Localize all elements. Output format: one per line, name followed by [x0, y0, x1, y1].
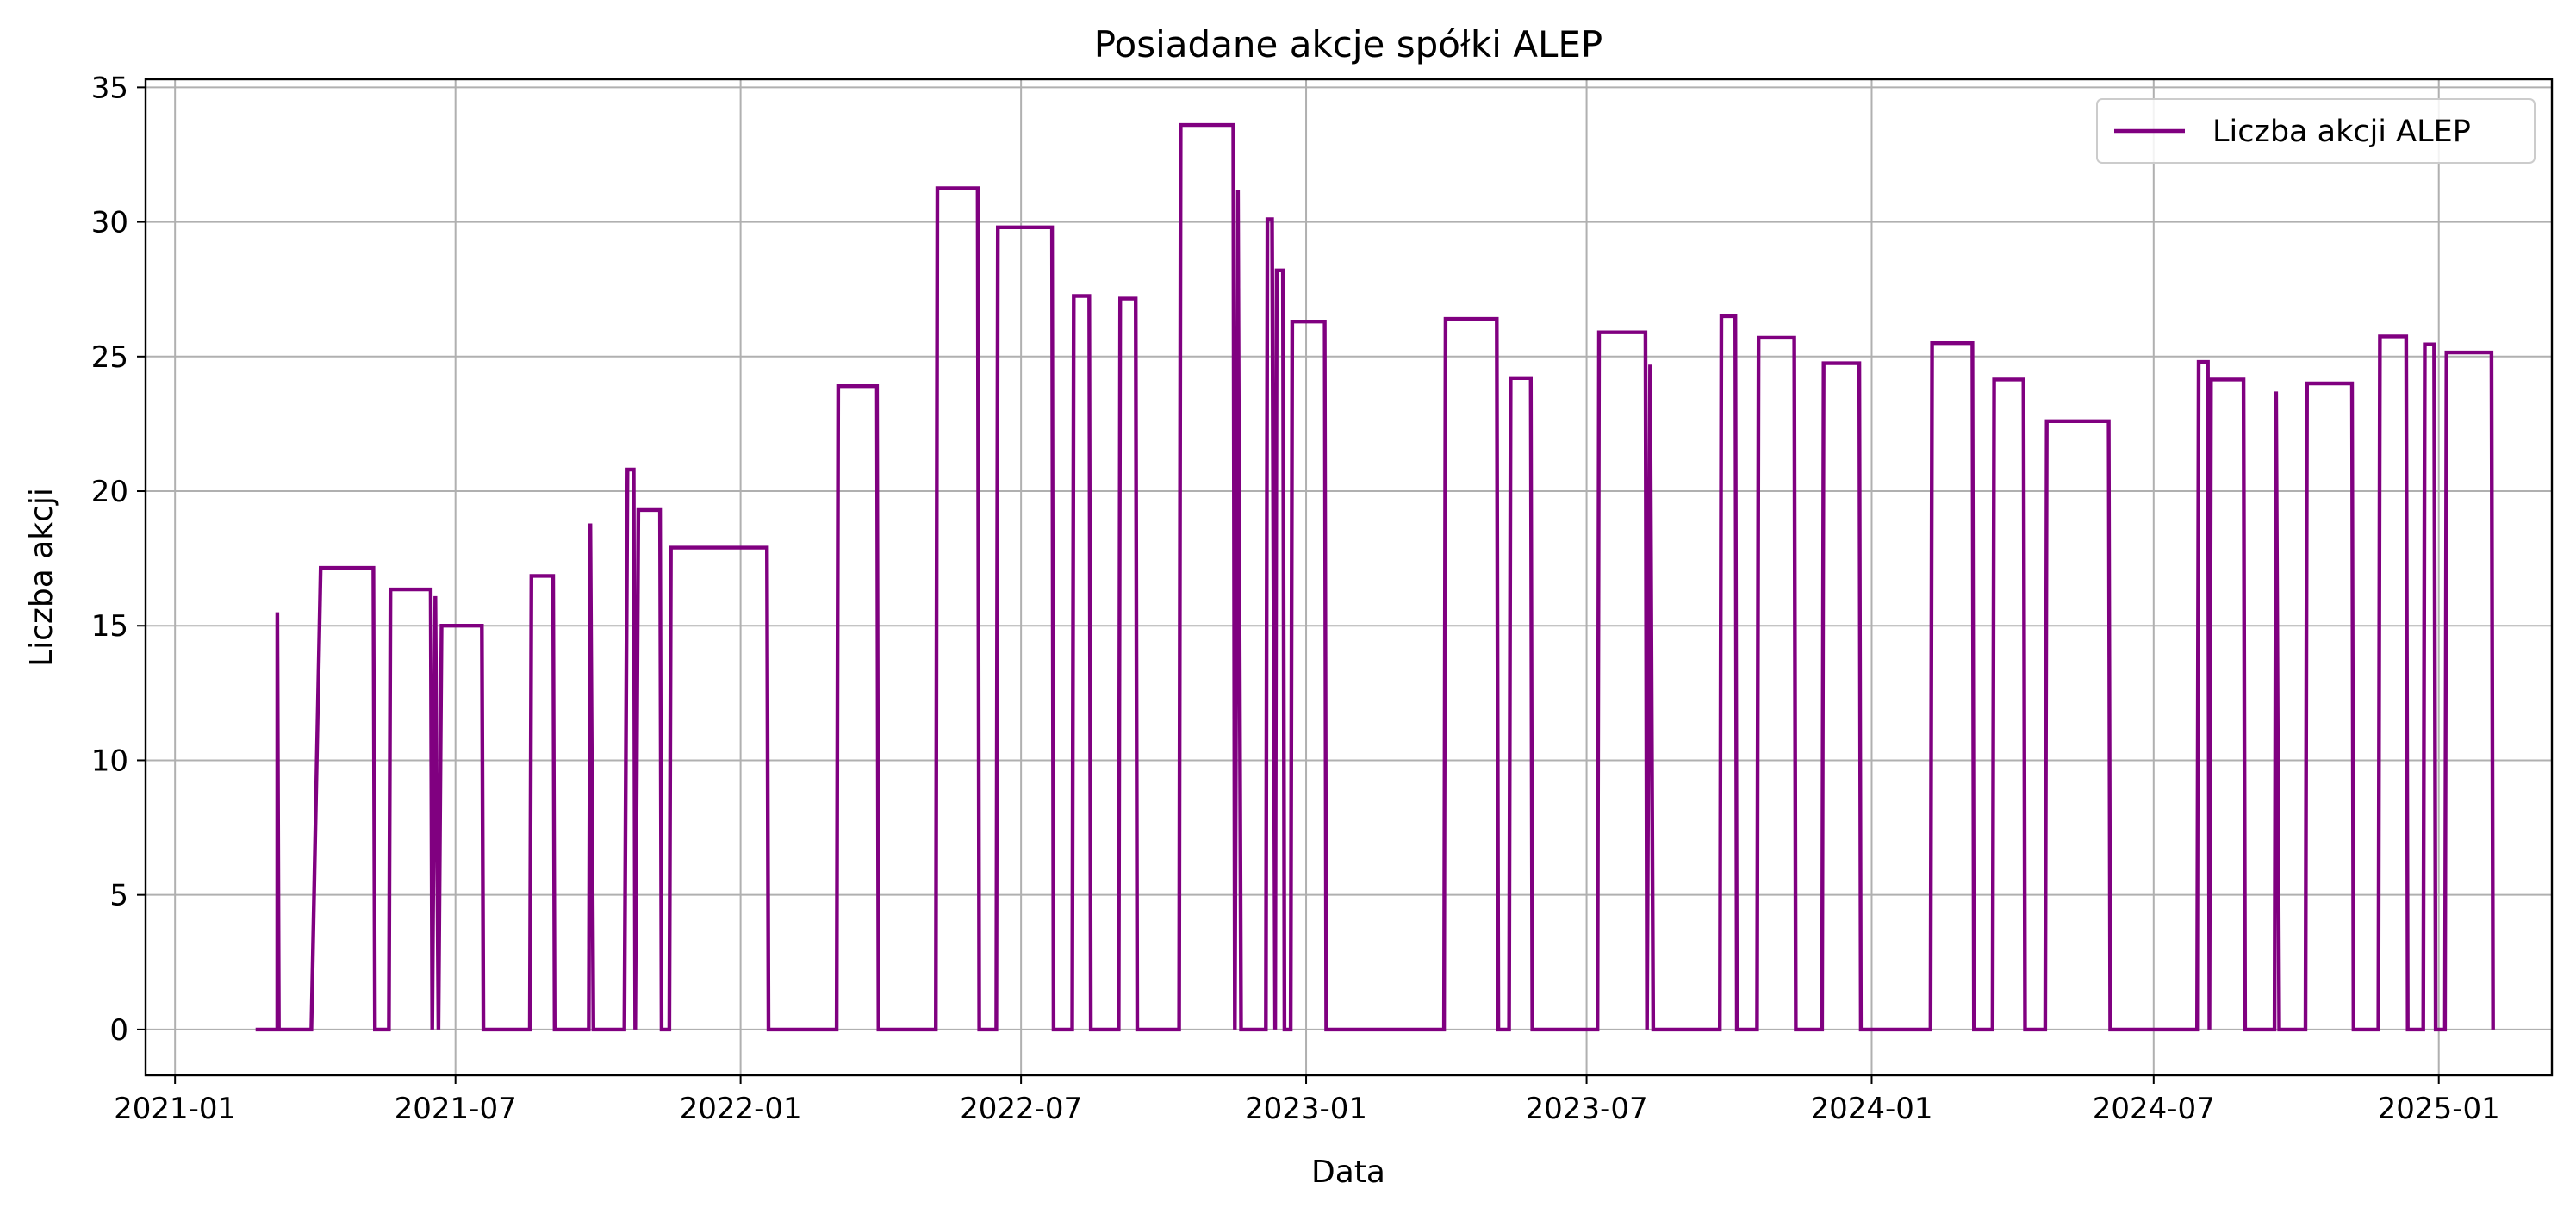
x-tick-label: 2024-07 [2093, 1092, 2215, 1126]
x-tick-label: 2023-07 [1526, 1092, 1648, 1126]
y-tick-label: 30 [91, 206, 128, 240]
legend-label: Liczba akcji ALEP [2212, 115, 2471, 149]
series-group [255, 122, 2495, 1032]
y-axis-label: Liczba akcji [24, 488, 59, 667]
x-tick-label: 2024-01 [1810, 1092, 1932, 1126]
y-tick-label: 5 [109, 879, 128, 913]
y-tick-label: 0 [109, 1013, 128, 1048]
x-tick-label: 2025-01 [2378, 1092, 2500, 1126]
legend-box [2096, 98, 2536, 164]
y-axis: 0 5 10 15 20 25 30 35 [91, 71, 146, 1048]
x-tick-label: 2023-01 [1245, 1092, 1367, 1126]
x-axis-label: Data [1311, 1155, 1385, 1190]
y-tick-label: 15 [91, 609, 128, 644]
legend: Liczba akcji ALEP [2096, 98, 2536, 164]
x-tick-label: 2021-01 [114, 1092, 236, 1126]
x-tick-label: 2022-07 [960, 1092, 1082, 1126]
y-tick-label: 25 [91, 340, 128, 375]
y-tick-label: 35 [91, 71, 128, 105]
x-tick-label: 2022-01 [680, 1092, 802, 1126]
y-tick-label: 10 [91, 744, 128, 778]
series-line [255, 122, 2495, 1032]
chart-title: Posiadane akcje spółki ALEP [1094, 23, 1603, 65]
x-tick-label: 2021-07 [395, 1092, 517, 1126]
y-tick-label: 20 [91, 475, 128, 509]
plot-frame [144, 78, 2554, 1077]
x-axis: 2021-01 2021-07 2022-01 2022-07 2023-01 2023-… [114, 1075, 2500, 1126]
